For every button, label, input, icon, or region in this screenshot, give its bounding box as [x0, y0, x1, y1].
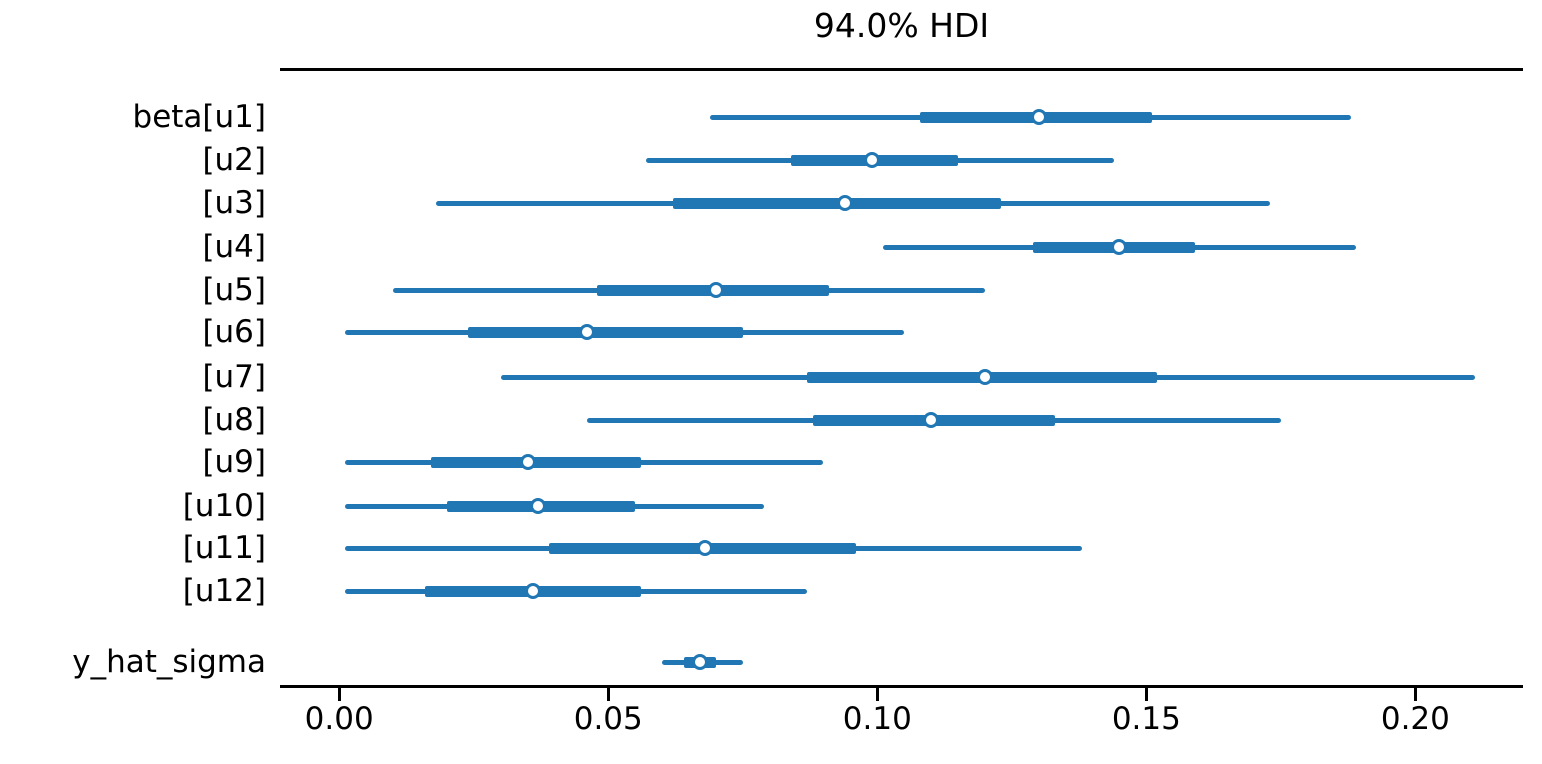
y-tick-label: [u8] [202, 402, 266, 438]
y-tick-label: [u4] [202, 229, 266, 265]
median-point-marker [524, 583, 541, 599]
chart-title: 94.0% HDI [813, 6, 990, 45]
median-point-marker [1030, 109, 1047, 125]
interquartile-line [468, 326, 743, 338]
y-tick-label: [u11] [182, 530, 266, 566]
y-tick-label: beta[u1] [132, 99, 266, 135]
median-point-marker [707, 282, 724, 298]
y-tick-label: [u2] [202, 142, 266, 178]
x-tick-mark [1413, 687, 1417, 701]
y-tick-label: [u3] [202, 185, 266, 221]
median-point-marker [691, 654, 708, 670]
x-tick-label: 0.15 [1111, 701, 1181, 737]
x-tick-mark [606, 687, 610, 701]
y-tick-label: y_hat_sigma [72, 644, 266, 680]
median-point-marker [923, 412, 940, 428]
median-point-marker [863, 152, 880, 168]
y-tick-label: [u6] [202, 314, 266, 350]
x-axis-line [280, 685, 1523, 688]
median-point-marker [697, 540, 714, 556]
y-tick-label: [u7] [202, 359, 266, 395]
x-tick-mark [337, 687, 341, 701]
median-point-marker [519, 454, 536, 470]
median-point-marker [837, 195, 853, 211]
y-tick-label: [u5] [202, 272, 266, 308]
x-tick-mark [1144, 687, 1148, 701]
x-tick-mark [875, 687, 879, 701]
median-point-marker [976, 369, 993, 385]
x-tick-label: 0.00 [304, 701, 374, 737]
x-tick-label: 0.05 [573, 701, 643, 737]
interquartile-line [430, 456, 641, 468]
top-spine [280, 68, 1523, 71]
median-point-marker [578, 324, 595, 340]
y-tick-label: [u9] [202, 444, 266, 480]
y-tick-label: [u10] [182, 488, 266, 524]
y-tick-label: [u12] [182, 573, 266, 609]
median-point-marker [530, 498, 547, 514]
x-tick-label: 0.10 [842, 701, 912, 737]
x-tick-label: 0.20 [1380, 701, 1450, 737]
interquartile-line [672, 197, 1002, 209]
median-point-marker [1111, 239, 1128, 255]
